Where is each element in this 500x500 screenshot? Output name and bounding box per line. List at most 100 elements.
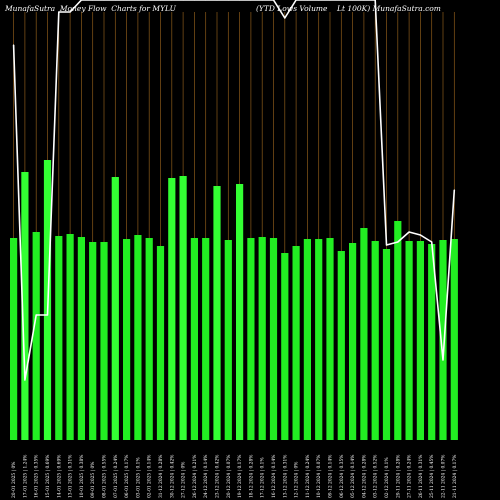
bar-0 [10,238,18,440]
line-point-32 [374,0,376,1]
line-point-26 [306,0,308,1]
x-tick-label-27: 10-12 2024 | 0.07% [317,455,322,498]
x-tick-label-16: 26-12 2024 | 0.21% [193,455,198,498]
bar-23 [269,238,278,440]
x-tick-label-24: 13-12 2024 | 0.31% [283,455,288,498]
bar-4 [55,236,63,440]
x-tick-label-2: 16-01 2025 | 0.35% [35,455,40,498]
x-tick-label-4: 14-01 2025 | 0.69% [57,455,62,498]
x-tick-label-12: 02-01 2025 | 0.14% [148,455,153,498]
x-tick-label-0: 20-01 2025 | 0% [12,462,17,498]
x-tick-label-36: 26-11 2024 | 0.31% [419,455,424,498]
line-point-28 [329,0,331,1]
x-tick-label-21: 18-12 2024 | 0.28% [249,455,254,498]
line-point-31 [363,0,365,1]
line-point-33 [385,244,388,246]
line-point-7 [92,0,94,1]
line-point-20 [239,0,241,1]
x-tick-label-14: 30-12 2024 | 0.42% [170,455,175,498]
bar-2 [32,232,40,440]
x-axis-tick-labels: 20-01 2025 | 0% 17-01 2025 | 1.24% 16-01 2… [12,455,458,498]
line-point-25 [295,0,297,1]
x-tick-label-22: 17-12 2024 | 0.1% [261,457,266,498]
bar-9 [111,177,119,440]
bar-8 [100,242,108,440]
bar-38 [439,240,447,440]
bar-12 [145,238,153,440]
line-point-2 [35,314,37,316]
bar-24 [281,253,289,440]
x-tick-label-8: 08-01 2025 | 0.55% [103,455,108,498]
bar-10 [123,239,131,440]
line-point-34 [397,241,399,243]
line-point-30 [352,0,354,1]
line-point-12 [148,0,150,1]
x-tick-label-28: 09-12 2024 | 0.14% [329,455,334,498]
bar-19 [224,240,232,440]
bar-16 [190,238,198,440]
line-point-23 [272,0,275,1]
x-tick-label-39: 21-11 2024 | 0.17% [453,455,458,498]
line-point-36 [419,234,421,236]
bar-26 [303,239,311,440]
x-tick-label-35: 27-11 2024 | 0.24% [408,455,413,498]
line-point-13 [159,0,162,1]
bar-33 [382,249,391,440]
line-point-18 [216,0,218,1]
line-point-27 [318,0,320,1]
line-point-11 [137,0,139,1]
bar-31 [360,228,368,440]
bar-7 [89,242,97,440]
bar-34 [394,221,402,440]
line-point-19 [227,0,229,1]
line-point-22 [261,0,263,1]
x-tick-label-26: 11-12 2024 | 0.24% [306,455,311,498]
line-point-4 [58,11,60,13]
line-point-39 [453,189,455,191]
x-tick-label-1: 17-01 2025 | 1.24% [23,455,28,498]
bar-32 [371,241,379,440]
x-tick-label-10: 06-01 2025 | 0.17% [125,455,130,498]
x-tick-label-5: 13-01 2025 | 0.31% [69,455,74,498]
line-point-37 [431,241,433,243]
line-point-9 [114,0,116,1]
x-tick-label-20: 19-12 2024 | 0.17% [238,455,243,498]
bar-21 [247,238,255,440]
chart-subtitle: (YTD Lows Volume Lt 100K) MunafaSutra.co… [256,4,441,13]
bar-25 [292,246,300,440]
x-tick-label-31: 04-12 2024 | 0.28% [362,455,367,498]
bar-20 [236,184,244,440]
bar-1 [21,172,29,440]
bar-17 [202,238,210,440]
bar-35 [405,241,413,440]
bar-39 [450,239,458,440]
volume-bars [10,160,458,440]
bar-14 [168,178,176,440]
line-point-0 [13,44,15,46]
x-tick-label-9: 07-01 2025 | 0.24% [114,455,119,498]
x-tick-label-13: 31-12 2024 | 0.28% [159,455,164,498]
x-tick-label-23: 16-12 2024 | 0.14% [272,455,277,498]
x-tick-label-30: 05-12 2024 | 0.14% [351,455,356,498]
line-point-35 [408,231,410,233]
x-tick-label-32: 03-12 2024 | 0.52% [374,455,379,498]
line-point-10 [126,0,128,1]
bar-6 [77,237,85,440]
bar-15 [179,176,187,440]
x-tick-label-11: 03-01 2025 | 0.1% [136,457,141,498]
bar-37 [428,244,436,440]
x-tick-label-6: 10-01 2025 | 0.38% [80,455,85,498]
x-tick-label-34: 29-11 2024 | 0.28% [396,455,401,498]
line-point-24 [284,17,286,19]
x-tick-label-3: 15-01 2025 | 0.69% [46,455,51,498]
x-tick-label-17: 24-12 2024 | 0.14% [204,455,209,498]
bar-13 [156,246,165,440]
price-line [12,0,456,381]
line-point-38 [442,359,444,361]
line-point-15 [182,0,184,1]
line-point-8 [103,0,105,1]
bar-28 [326,238,334,440]
line-point-5 [69,11,71,13]
bar-22 [258,237,266,440]
